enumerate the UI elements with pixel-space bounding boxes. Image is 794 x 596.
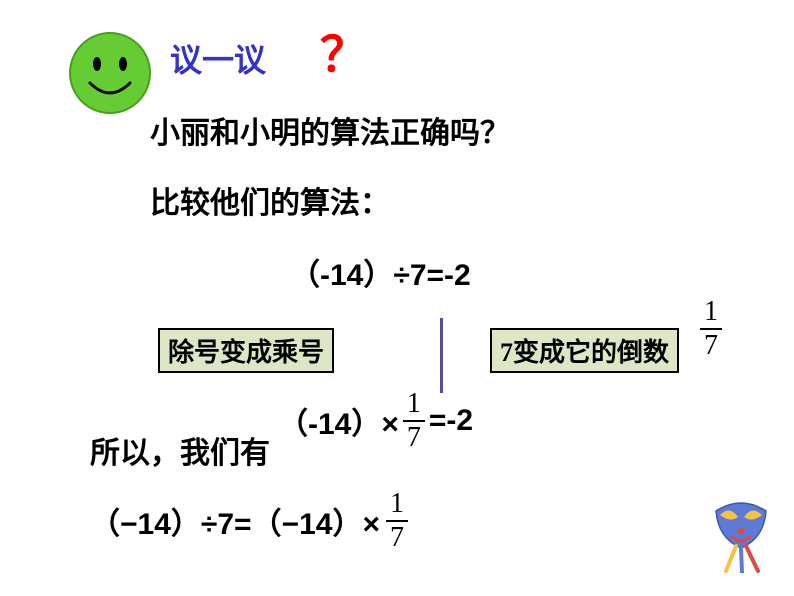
equation-result: （−14）÷7=（−14）× 1 7 <box>90 490 408 552</box>
question-mark: ？ <box>320 15 368 85</box>
eq2-pre: （-14）× <box>278 399 399 443</box>
vertical-divider <box>440 318 443 393</box>
box-reciprocal: 7变成它的倒数 <box>490 328 679 373</box>
smiley-face <box>65 28 155 123</box>
equation-multiplication: （-14）× 1 7 =-2 <box>278 390 473 452</box>
fraction-reciprocal-hint: 1 7 <box>700 298 722 360</box>
line-compare: 比较他们的算法： <box>150 178 390 222</box>
equation-division: （-14）÷7=-2 <box>290 250 471 294</box>
box-divide-to-multiply: 除号变成乘号 <box>158 328 334 373</box>
mask-icon <box>706 493 776 578</box>
frac-num: 1 <box>700 298 722 328</box>
eq3-pre: （−14）÷7=（−14）× <box>90 499 380 543</box>
line-question: 小丽和小明的算法正确吗？ <box>150 108 510 152</box>
discuss-title: 议一议 <box>170 35 266 81</box>
eq3-den: 7 <box>386 522 408 552</box>
eq2-post: =-2 <box>429 404 473 438</box>
eq3-num: 1 <box>386 490 408 520</box>
line-conclusion: 所以，我们有 <box>90 428 270 472</box>
frac-den: 7 <box>700 330 722 360</box>
eq2-den: 7 <box>403 422 425 452</box>
eq2-num: 1 <box>403 390 425 420</box>
